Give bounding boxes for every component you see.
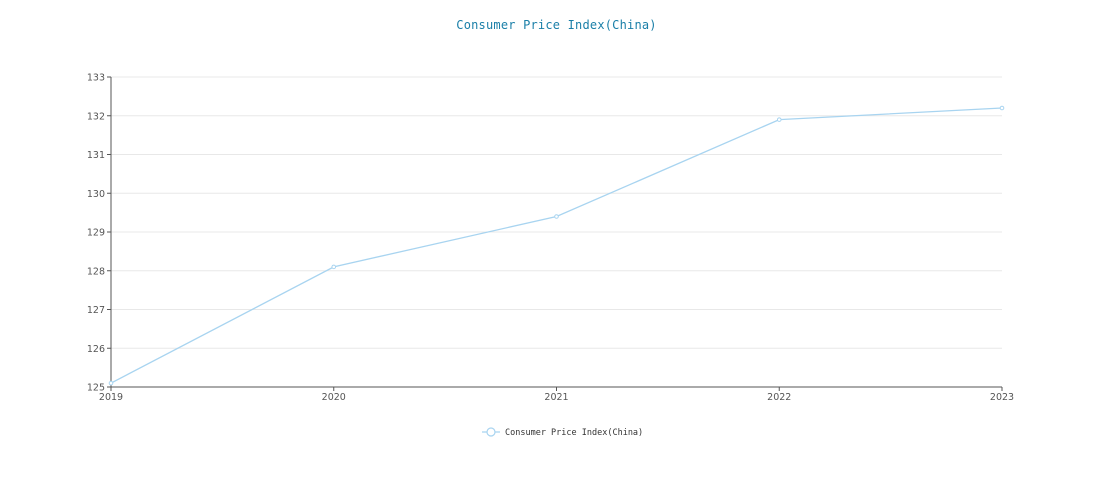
y-tick-label: 131 [87, 150, 105, 161]
y-tick-label: 132 [87, 111, 105, 122]
data-point [776, 117, 782, 122]
y-tick-label: 125 [87, 383, 105, 394]
x-tick-label: 2020 [322, 392, 346, 403]
y-tick-label: 127 [87, 305, 105, 316]
series-lines [110, 107, 1003, 384]
x-tick-labels: 2019 2020 2021 2022 2023 [99, 387, 1014, 403]
y-tick-label: 130 [87, 189, 105, 200]
legend-marker-icon [486, 427, 496, 437]
y-tick-labels: 125 126 127 128 129 130 131 132 133 [87, 73, 111, 394]
grid-lines [111, 76, 1002, 349]
series-points [108, 105, 1005, 386]
y-tick-label: 133 [87, 73, 105, 84]
y-tick-label: 126 [87, 344, 105, 355]
x-tick-label: 2021 [544, 392, 568, 403]
series-line [110, 107, 1003, 384]
x-tick-label: 2023 [990, 392, 1014, 403]
legend[interactable]: Consumer Price Index(China) [482, 427, 643, 438]
legend-label: Consumer Price Index(China) [505, 428, 643, 438]
data-point [554, 214, 559, 219]
data-point [108, 380, 114, 386]
y-tick-label: 129 [87, 228, 105, 239]
y-tick-label: 128 [87, 266, 105, 277]
data-point [331, 264, 337, 270]
x-tick-label: 2022 [767, 392, 791, 403]
x-tick-label: 2019 [99, 392, 123, 403]
chart-title: Consumer Price Index(China) [456, 18, 657, 32]
data-point [999, 105, 1005, 111]
